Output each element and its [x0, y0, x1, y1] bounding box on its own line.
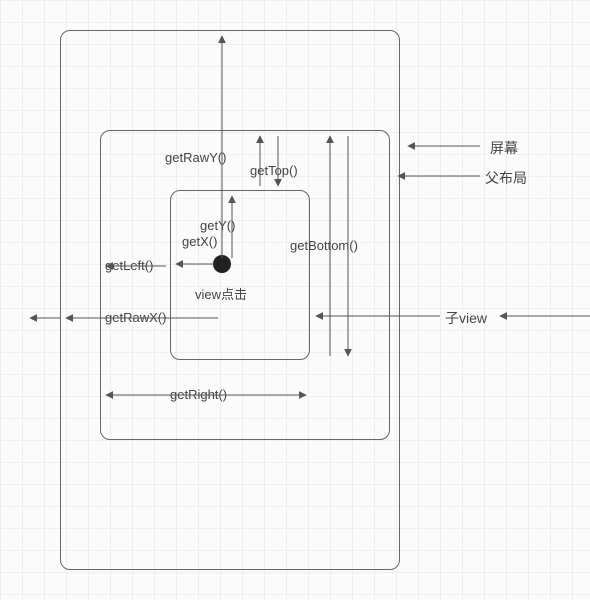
label-getleft: getLeft()	[105, 258, 153, 273]
click-point-dot	[213, 255, 231, 273]
label-screen: 屏幕	[490, 138, 518, 158]
label-gety: getY()	[200, 218, 235, 233]
label-getright: getRight()	[170, 387, 227, 402]
label-parent: 父布局	[485, 168, 527, 188]
child-view-box	[170, 190, 310, 360]
label-child-view: 子view	[445, 308, 487, 328]
label-getrawy: getRawY()	[165, 150, 226, 165]
label-getrawx: getRawX()	[105, 310, 166, 325]
label-view-click: view点击	[195, 284, 247, 303]
label-gettop: getTop()	[250, 163, 298, 178]
label-getx: getX()	[182, 234, 217, 249]
label-getbottom: getBottom()	[290, 238, 358, 253]
